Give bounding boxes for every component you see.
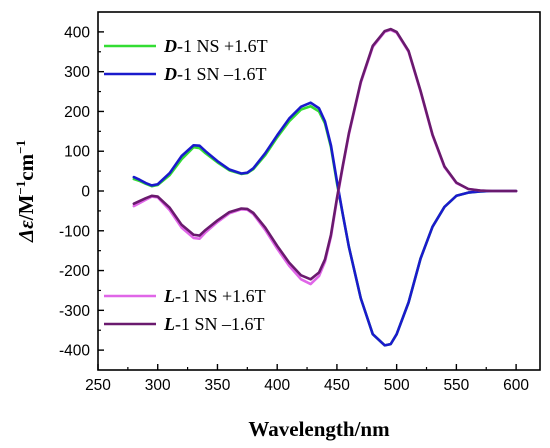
y-axis-unit-cm: cm [14,153,38,180]
legend-label-suffix: -1 SN –1.6T [177,64,267,84]
legend-label-prefix: L [163,286,175,306]
x-tick-label: 300 [145,377,171,394]
legend-label: L-1 SN –1.6T [163,314,265,334]
y-axis-title: Δε/M−1cm−1 [13,140,38,243]
y-tick-label: 300 [64,64,90,81]
y-tick-label: 400 [64,24,90,41]
series-line-4 [132,27,518,281]
y-axis-unit-m: /M [14,194,38,221]
y-tick-label: -400 [59,343,90,360]
legend-label-prefix: D [163,64,177,84]
y-tick-label: 0 [81,184,90,201]
x-tick-label: 600 [503,377,529,394]
x-tick-label: 350 [205,377,231,394]
legend: D-1 NS +1.6TD-1 SN –1.6TL-1 NS +1.6TL-1 … [104,36,268,334]
series-line-1 [132,104,518,347]
legend-label-suffix: -1 SN –1.6T [175,314,265,334]
y-tick-label: 200 [64,104,90,121]
legend-label-suffix: -1 NS +1.6T [175,286,266,306]
legend-label: L-1 NS +1.6T [163,286,266,306]
x-tick-label: 500 [384,377,410,394]
y-axis-unit-exp2: −1 [13,140,28,154]
x-axis-title: Wavelength/nm [248,417,390,441]
legend-label-prefix: D [163,36,177,56]
x-tick-label: 250 [85,377,111,394]
y-tick-label: -100 [59,223,90,240]
x-tick-label: 550 [443,377,469,394]
x-tick-label: 400 [264,377,290,394]
y-tick-label: -300 [59,303,90,320]
series-line-2 [132,101,518,347]
y-axis-symbol: Δε [14,220,38,243]
legend-label: D-1 SN –1.6T [163,64,267,84]
y-tick-label: 100 [64,144,90,161]
legend-label: D-1 NS +1.6T [163,36,268,56]
x-tick-label: 450 [324,377,350,394]
series-layer [132,27,518,347]
legend-label-suffix: -1 NS +1.6T [177,36,268,56]
legend-label-prefix: L [163,314,175,334]
y-axis-unit-exp1: −1 [13,181,28,195]
axis-ticks: 250 300 350 400 450 500 550 600 -400 -300 -200 -100… [59,24,529,394]
y-tick-label: -200 [59,263,90,280]
